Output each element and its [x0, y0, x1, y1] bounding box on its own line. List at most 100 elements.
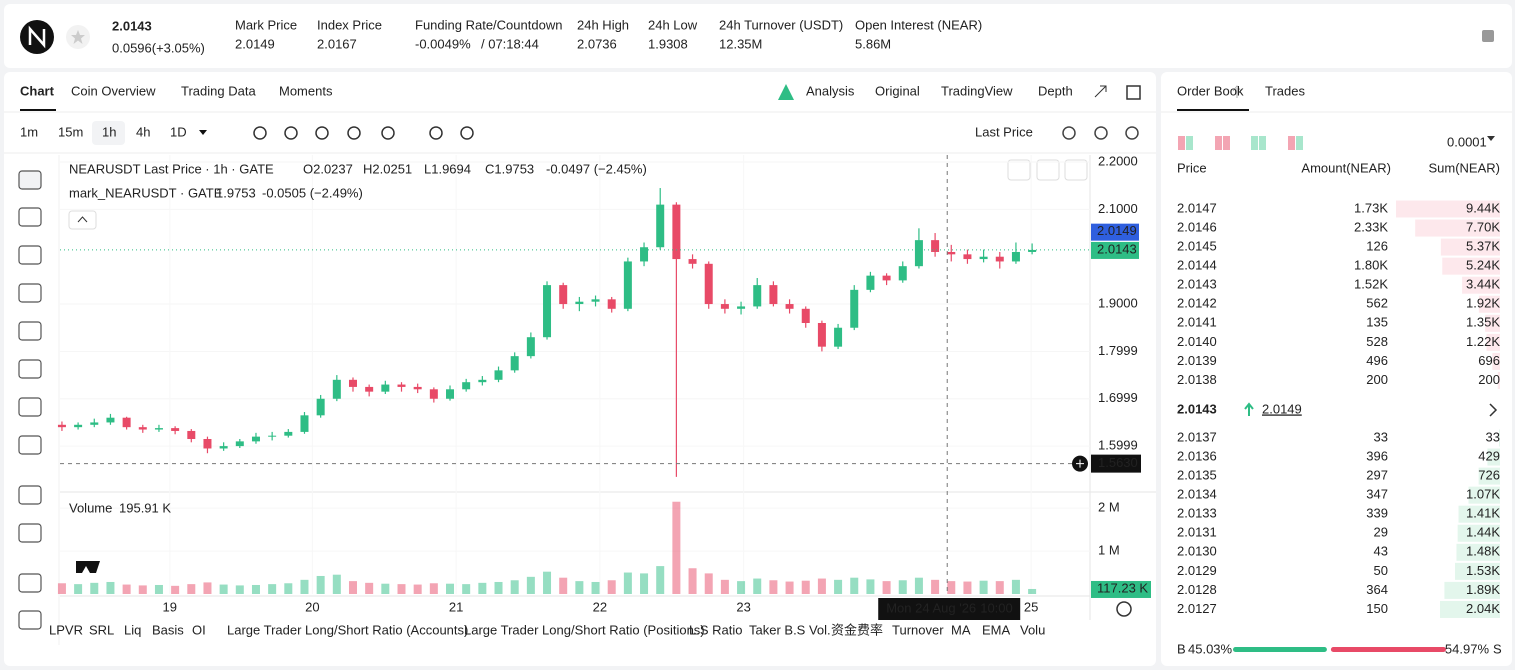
toolbar-icon[interactable]	[315, 126, 329, 140]
interval[interactable]: 1D	[170, 124, 187, 139]
expand-button[interactable]	[1094, 85, 1107, 98]
reset-button[interactable]	[1064, 159, 1088, 181]
ob-sum: 696	[1478, 353, 1500, 368]
tab[interactable]: Chart	[20, 83, 55, 98]
drawing-tool[interactable]	[18, 610, 42, 630]
stat-label: 24h Low	[648, 17, 698, 32]
candle-body	[381, 384, 390, 392]
view-mode[interactable]	[1178, 136, 1185, 150]
collapse-button[interactable]	[1036, 159, 1060, 181]
volume-bar	[462, 584, 471, 594]
volume-bar	[365, 582, 374, 594]
mid-chevron[interactable]	[1489, 403, 1498, 417]
price-type[interactable]: Last Price	[975, 124, 1033, 139]
drawing-tool[interactable]	[18, 170, 42, 190]
toolbar-icon[interactable]	[347, 126, 361, 140]
indicator[interactable]: Large Trader Long/Short Ratio (Positions…	[464, 622, 705, 637]
ob-price: 2.0135	[1177, 468, 1217, 483]
interval[interactable]: 4h	[136, 124, 150, 139]
candle-body	[138, 427, 147, 430]
candle-body	[1028, 249, 1037, 252]
view-mode[interactable]	[1186, 136, 1193, 150]
indicator[interactable]: Volu	[1020, 622, 1045, 637]
candle-body	[898, 266, 907, 281]
ob-sum: 1.92K	[1466, 296, 1500, 311]
toolbar-icon[interactable]	[460, 126, 474, 140]
indicator[interactable]: Liq	[124, 622, 141, 637]
indicator[interactable]: Basis	[152, 622, 184, 637]
ob-sum: 5.24K	[1466, 258, 1500, 273]
indicator[interactable]: EMA	[982, 622, 1011, 637]
tab[interactable]: Coin Overview	[71, 83, 156, 98]
precision-caret[interactable]	[1487, 136, 1495, 141]
interval[interactable]: 15m	[58, 124, 83, 139]
add-alert-plus	[1076, 459, 1084, 468]
indicator[interactable]: Large Trader Long/Short Ratio (Accounts)	[227, 622, 468, 637]
indicator[interactable]: LPVR	[49, 622, 83, 637]
y-tick-label: 2.1000	[1098, 201, 1138, 216]
indicator[interactable]: Taker B.S Vol.	[749, 622, 831, 637]
tab[interactable]: Moments	[279, 83, 333, 98]
toolbar-icon[interactable]	[429, 126, 443, 140]
ob-price: 2.0131	[1177, 525, 1217, 540]
ob-price: 2.0137	[1177, 429, 1217, 444]
indicator[interactable]: OI	[192, 622, 206, 637]
view-mode[interactable]	[1296, 136, 1303, 150]
candle-body	[559, 285, 568, 305]
drawing-tool[interactable]	[18, 573, 42, 593]
drawing-tool[interactable]	[18, 359, 42, 379]
tab[interactable]: Trading Data	[181, 83, 256, 98]
crosshair-time-box	[878, 598, 1021, 620]
y-tick-label: 2.2000	[1098, 153, 1138, 168]
drawing-tool[interactable]	[18, 283, 42, 303]
drawing-tool[interactable]	[18, 207, 42, 227]
volume-bar	[494, 581, 503, 594]
window-button[interactable]	[1126, 85, 1141, 100]
view-tab[interactable]: Depth	[1038, 83, 1073, 98]
indicator[interactable]: Turnover	[892, 622, 944, 637]
ob-tab[interactable]: Trades	[1265, 83, 1305, 98]
view-mode[interactable]	[1215, 136, 1222, 150]
indicator[interactable]: MA	[951, 622, 971, 637]
toolbar-icon[interactable]	[381, 126, 395, 140]
indicator[interactable]: SRL	[89, 622, 114, 637]
settings-button[interactable]	[1116, 601, 1132, 617]
ob-tab[interactable]: Order Book	[1177, 83, 1244, 98]
view-mode[interactable]	[1259, 136, 1266, 150]
view-mode[interactable]	[1251, 136, 1258, 150]
depth-bar	[1485, 314, 1500, 332]
toolbar-icon[interactable]	[1062, 126, 1076, 140]
ob-amount: 33	[1374, 429, 1388, 444]
volume-bar	[704, 573, 713, 594]
indicator[interactable]: 资金费率	[831, 622, 883, 637]
view-mode[interactable]	[1223, 136, 1230, 150]
depth-bar	[1456, 543, 1500, 561]
view-tab[interactable]: TradingView	[941, 83, 1013, 98]
drawing-tool[interactable]	[18, 523, 42, 543]
scroll-button[interactable]	[1007, 159, 1031, 181]
precision[interactable]: 0.0001	[1447, 134, 1487, 149]
toolbar-icon[interactable]	[284, 126, 298, 140]
interval-caret[interactable]	[199, 130, 207, 135]
ob-amount: 135	[1366, 315, 1388, 330]
drawing-tool[interactable]	[18, 245, 42, 265]
legend-toggle[interactable]	[68, 210, 97, 230]
view-mode[interactable]	[1288, 136, 1295, 150]
stat-value: 2.0149	[235, 36, 275, 51]
view-tab[interactable]: Analysis	[806, 83, 855, 98]
drawing-tool[interactable]	[18, 435, 42, 455]
indicator[interactable]: L.S Ratio	[689, 622, 742, 637]
notes-icon[interactable]	[1482, 30, 1494, 42]
toolbar-icon[interactable]	[1094, 126, 1108, 140]
x-tick-label: 22	[593, 599, 607, 614]
toolbar-icon[interactable]	[253, 126, 267, 140]
drawing-tool[interactable]	[18, 485, 42, 505]
interval[interactable]: 1h	[102, 124, 116, 139]
sell-ratio: 54.97%	[1445, 641, 1490, 656]
interval[interactable]: 1m	[20, 124, 38, 139]
view-tab[interactable]: Original	[875, 83, 920, 98]
toolbar-icon[interactable]	[1125, 126, 1139, 140]
depth-bar	[1440, 238, 1500, 256]
drawing-tool[interactable]	[18, 321, 42, 341]
drawing-tool[interactable]	[18, 397, 42, 417]
